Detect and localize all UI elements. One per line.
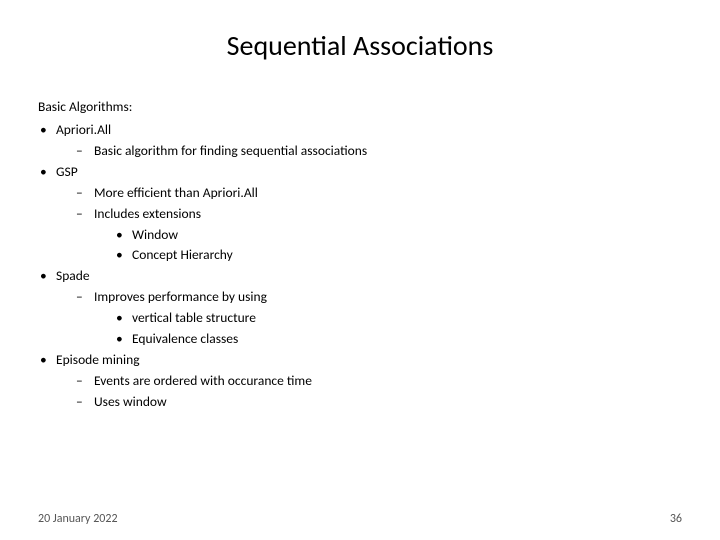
list-sub-item: Events are ordered with occurance time (38, 371, 682, 392)
list-sub-sub-item: vertical table structure (38, 308, 682, 329)
list-sub-item: Includes extensions (38, 204, 682, 225)
list-item: Apriori.All (38, 120, 682, 141)
list-sub-sub-item: Equivalence classes (38, 329, 682, 350)
list-sub-sub-item: Window (38, 225, 682, 246)
footer-page-number: 36 (670, 512, 682, 526)
slide-title: Sequential Associations (0, 0, 720, 83)
section-heading: Basic Algorithms: (38, 97, 682, 118)
list-item: Episode mining (38, 350, 682, 371)
list-sub-sub-item: Concept Hierarchy (38, 245, 682, 266)
list-sub-item: Improves performance by using (38, 287, 682, 308)
slide-content: Basic Algorithms: Apriori.All Basic algo… (0, 97, 720, 413)
footer-date: 20 January 2022 (38, 512, 118, 526)
list-sub-item: More efficient than Apriori.All (38, 183, 682, 204)
list-item: GSP (38, 162, 682, 183)
footer: 20 January 2022 36 (38, 512, 682, 526)
list-sub-item: Basic algorithm for finding sequential a… (38, 141, 682, 162)
list-item: Spade (38, 266, 682, 287)
list-sub-item: Uses window (38, 392, 682, 413)
